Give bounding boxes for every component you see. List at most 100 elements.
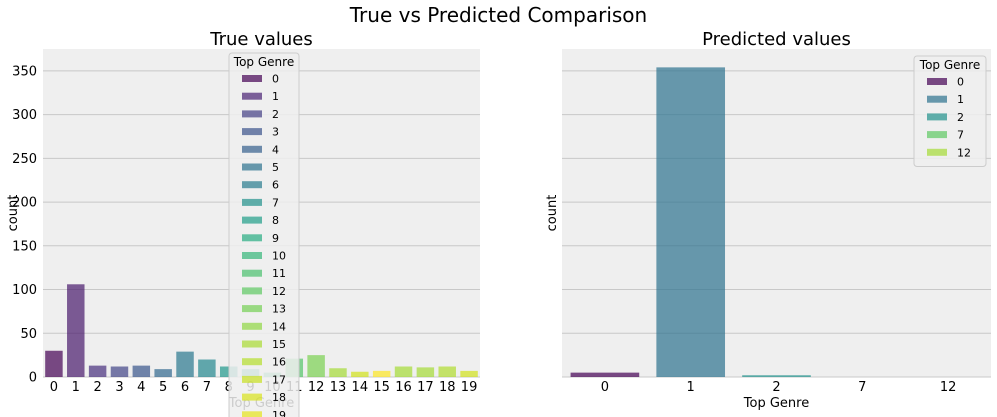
bar <box>154 369 172 377</box>
x-tick-label: 6 <box>181 380 189 395</box>
y-tick-label: 100 <box>12 283 37 298</box>
legend-label: 7 <box>957 129 964 142</box>
bar <box>88 365 107 377</box>
x-tick-label: 3 <box>115 380 123 395</box>
bar <box>351 371 369 377</box>
legend-label: 14 <box>272 320 286 333</box>
legend-label: 7 <box>272 196 279 209</box>
y-tick-label: 250 <box>12 152 37 167</box>
y-tick-label: 0 <box>29 371 37 386</box>
true-values-chart: 0501001502002503003500123456789101112131… <box>6 29 480 417</box>
chart-title: Predicted values <box>702 29 851 50</box>
bar <box>198 359 216 377</box>
legend-swatch <box>242 340 262 348</box>
legend-label: 16 <box>272 356 286 369</box>
legend-swatch <box>242 269 262 277</box>
bar <box>742 375 811 377</box>
legend-swatch <box>242 287 262 295</box>
legend-label: 10 <box>272 250 286 263</box>
legend-label: 6 <box>272 179 279 192</box>
x-tick-label: 1 <box>687 380 695 395</box>
bar <box>656 67 726 378</box>
y-tick-label: 150 <box>12 239 37 254</box>
legend-swatch <box>927 95 947 103</box>
legend-label: 1 <box>272 90 279 103</box>
legend-label: 15 <box>272 338 286 351</box>
legend-swatch <box>242 181 262 189</box>
x-tick-label: 1 <box>72 380 80 395</box>
legend-title: Top Genre <box>919 58 980 72</box>
bar <box>67 284 85 377</box>
legend-swatch <box>242 358 262 366</box>
bar <box>394 366 413 377</box>
legend-label: 11 <box>272 267 286 280</box>
x-tick-label: 2 <box>93 380 101 395</box>
x-tick-label: 18 <box>439 380 456 395</box>
legend-swatch <box>242 393 262 401</box>
x-tick-label: 7 <box>203 380 211 395</box>
x-tick-label: 17 <box>417 380 434 395</box>
legend-swatch <box>927 78 947 85</box>
x-tick-label: 0 <box>601 380 609 395</box>
chart-title: True values <box>209 29 313 50</box>
legend-swatch <box>242 375 262 383</box>
legend-box <box>228 52 300 417</box>
legend-label: 18 <box>272 391 286 404</box>
bar <box>132 365 151 377</box>
legend-swatch <box>242 234 262 242</box>
legend-swatch <box>242 163 262 171</box>
legend-swatch <box>242 305 262 313</box>
x-tick-label: 13 <box>330 380 347 395</box>
x-tick-label: 14 <box>352 380 369 395</box>
legend-label: 19 <box>272 409 286 417</box>
figure-title: True vs Predicted Comparison <box>349 3 647 27</box>
bar <box>460 370 478 377</box>
legend-swatch <box>927 148 947 156</box>
legend-label: 3 <box>272 126 279 139</box>
legend-swatch <box>242 252 262 259</box>
legend-label: 4 <box>272 143 279 156</box>
legend-swatch <box>927 113 947 121</box>
legend-label: 2 <box>272 108 279 121</box>
y-tick-label: 200 <box>12 196 37 211</box>
legend-box <box>913 55 987 167</box>
x-tick-label: 16 <box>395 380 412 395</box>
bar <box>570 372 640 377</box>
legend-label: 12 <box>957 146 971 159</box>
x-tick-label: 12 <box>940 380 957 395</box>
legend-label: 13 <box>272 303 286 316</box>
bar <box>329 368 347 377</box>
bar <box>45 350 63 377</box>
legend-label: 0 <box>272 73 279 86</box>
x-tick-label: 4 <box>137 380 145 395</box>
legend-label: 9 <box>272 232 279 245</box>
legend-swatch <box>242 75 262 82</box>
legend-swatch <box>242 110 262 118</box>
x-tick-label: 2 <box>772 380 780 395</box>
legend-label: 2 <box>957 111 964 124</box>
bar <box>110 366 129 377</box>
bar <box>438 366 456 377</box>
y-tick-label: 350 <box>12 64 37 79</box>
legend-label: 0 <box>957 76 964 89</box>
legend-swatch <box>927 131 947 139</box>
bar <box>176 351 194 377</box>
bar <box>372 370 391 377</box>
legend-swatch <box>242 216 262 224</box>
x-tick-label: 0 <box>50 380 58 395</box>
legend-swatch <box>242 411 262 417</box>
legend-label: 12 <box>272 285 286 298</box>
legend-title: Top Genre <box>233 55 294 69</box>
legend-swatch <box>242 322 262 330</box>
x-tick-label: 12 <box>308 380 325 395</box>
legend-swatch <box>242 128 262 136</box>
legend-label: 8 <box>272 214 279 227</box>
y-tick-label: 50 <box>20 327 37 342</box>
legend-label: 5 <box>272 161 279 174</box>
x-tick-label: 5 <box>159 380 167 395</box>
legend-label: 17 <box>272 373 286 386</box>
